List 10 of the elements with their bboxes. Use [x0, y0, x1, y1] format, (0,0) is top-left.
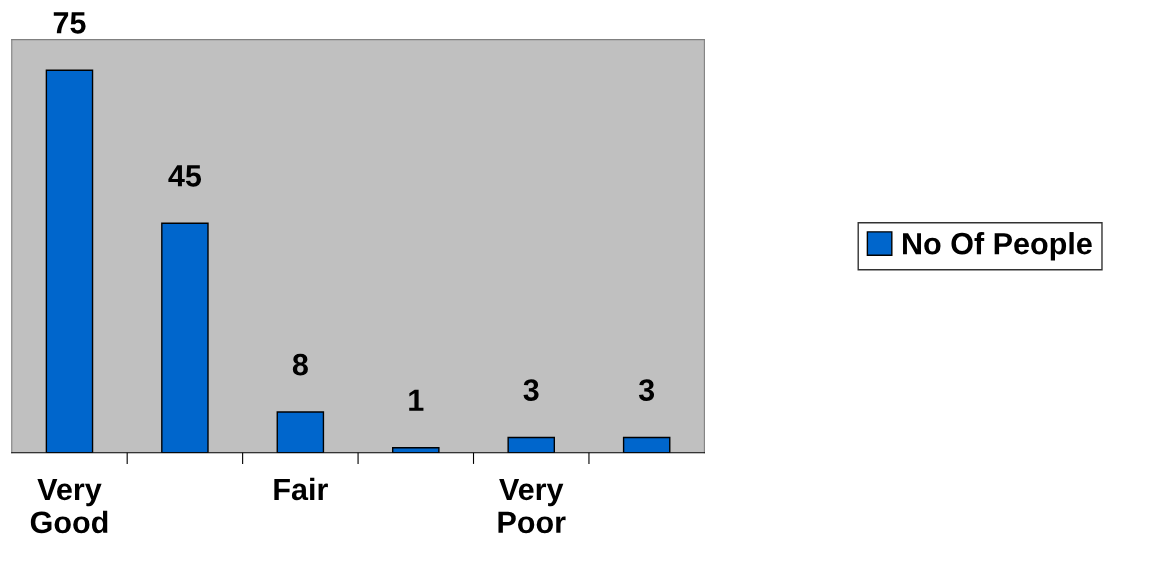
x-tick-label: Fair	[274, 477, 328, 501]
legend-label: No Of People	[903, 232, 1092, 261]
data-label: 3	[523, 379, 539, 401]
data-label: 45	[168, 165, 202, 187]
x-tick-label: Very Poor	[498, 478, 566, 534]
data-label: 8	[292, 353, 308, 376]
data-label: 1	[409, 389, 424, 411]
x-tick-label: Very Good	[30, 478, 108, 534]
data-label: 3	[638, 379, 655, 401]
data-label: 75	[53, 12, 86, 34]
